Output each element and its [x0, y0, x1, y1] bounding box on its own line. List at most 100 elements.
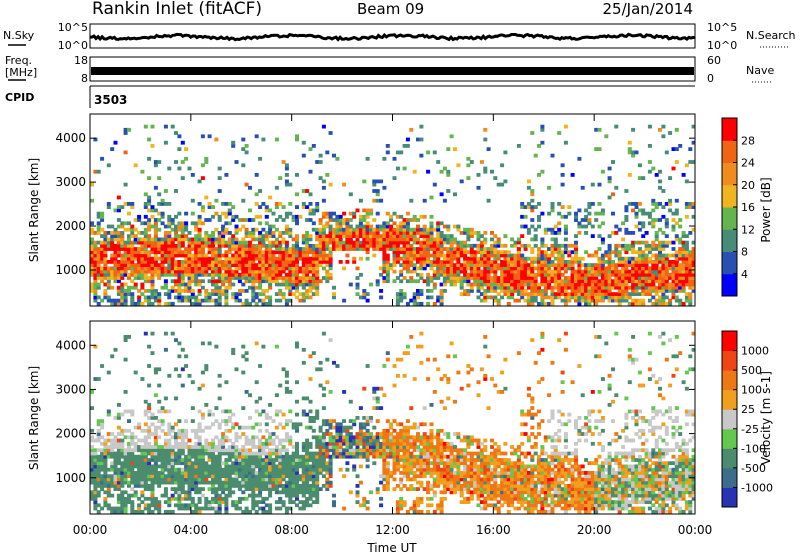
power-cell	[681, 266, 686, 271]
velocity-cell	[248, 441, 252, 446]
power-cell	[100, 276, 105, 280]
power-cell	[483, 247, 488, 251]
velocity-cell	[207, 409, 212, 414]
power-cell	[100, 253, 105, 258]
power-cell	[342, 298, 347, 303]
power-cell	[624, 266, 629, 271]
power-cell	[90, 253, 94, 258]
power-cell	[120, 282, 125, 287]
power-cell	[389, 234, 394, 238]
power-cell	[412, 227, 417, 232]
power-cell	[170, 272, 175, 277]
power-cell	[251, 243, 256, 248]
velocity-cell	[103, 438, 108, 443]
power-cell	[382, 247, 387, 251]
power-cell	[305, 237, 310, 242]
power-cell	[113, 247, 118, 251]
power-cell	[231, 240, 236, 245]
power-cell	[143, 227, 148, 232]
power-cell	[298, 269, 303, 274]
velocity-cell	[264, 474, 269, 479]
velocity-cell	[184, 432, 189, 436]
velocity-cell	[258, 422, 263, 427]
power-cell	[399, 237, 404, 242]
power-cell	[170, 237, 175, 242]
power-cell	[577, 156, 582, 161]
power-cell	[503, 243, 508, 248]
power-cell	[405, 247, 410, 251]
power-cell	[147, 237, 152, 242]
velocity-cell	[241, 370, 246, 375]
velocity-cell	[113, 477, 118, 482]
power-cell	[308, 237, 313, 242]
velocity-cell	[214, 474, 219, 479]
power-cell	[227, 272, 232, 277]
power-cell	[261, 276, 266, 280]
power-cell	[614, 263, 619, 267]
power-cell	[459, 269, 464, 274]
power-cell	[563, 214, 568, 219]
velocity-cell	[143, 474, 148, 479]
power-cell	[355, 227, 360, 232]
power-cell	[288, 279, 293, 284]
power-cell	[93, 272, 98, 277]
power-cell	[584, 292, 589, 296]
power-cell	[503, 282, 508, 287]
power-cell	[163, 256, 168, 261]
power-cell	[446, 247, 451, 251]
power-cell	[106, 240, 111, 245]
power-cell	[157, 266, 162, 271]
velocity-cell	[90, 496, 94, 501]
velocity-cell	[163, 477, 168, 482]
power-cell	[177, 253, 182, 258]
power-cell	[298, 250, 303, 255]
power-cell	[217, 266, 222, 271]
velocity-cell	[268, 403, 273, 407]
velocity-cell	[127, 474, 131, 479]
power-cell	[234, 160, 239, 164]
power-cell	[170, 263, 175, 267]
velocity-cell	[110, 451, 115, 456]
velocity-cell	[167, 474, 172, 479]
power-cell	[446, 272, 451, 277]
velocity-cell	[227, 419, 232, 423]
velocity-cell	[197, 425, 202, 430]
power-cell	[244, 182, 249, 187]
velocity-cell	[130, 432, 135, 436]
power-cell	[325, 272, 330, 277]
power-cell	[200, 250, 205, 255]
power-cell	[254, 256, 259, 261]
power-cell	[688, 231, 693, 235]
power-cell	[305, 266, 310, 271]
power-cell	[143, 266, 148, 271]
power-cell	[469, 269, 474, 274]
power-cell	[577, 272, 582, 277]
power-cell	[184, 253, 189, 258]
power-cell	[402, 266, 407, 271]
power-cell	[624, 279, 629, 284]
power-cell	[402, 231, 407, 235]
power-cell	[335, 221, 340, 226]
power-cell	[395, 247, 400, 251]
power-cell	[436, 234, 441, 238]
power-cell	[658, 260, 662, 264]
velocity-cell	[140, 451, 145, 456]
power-cell	[486, 272, 491, 277]
power-cell	[295, 282, 299, 287]
power-cell	[369, 231, 373, 235]
power-cell	[520, 289, 525, 293]
velocity-cell	[130, 477, 135, 482]
power-cell	[157, 192, 162, 197]
power-cell	[627, 173, 632, 177]
power-cell	[600, 285, 605, 290]
velocity-cell	[244, 474, 249, 479]
power-cell	[590, 295, 595, 300]
power-cell	[234, 214, 239, 219]
power-cell	[385, 221, 390, 226]
velocity-cell	[227, 464, 232, 469]
power-cell	[597, 202, 602, 206]
velocity-cell	[251, 467, 256, 472]
velocity-cell	[214, 406, 219, 410]
power-cell	[402, 234, 407, 238]
power-cell	[557, 250, 562, 255]
